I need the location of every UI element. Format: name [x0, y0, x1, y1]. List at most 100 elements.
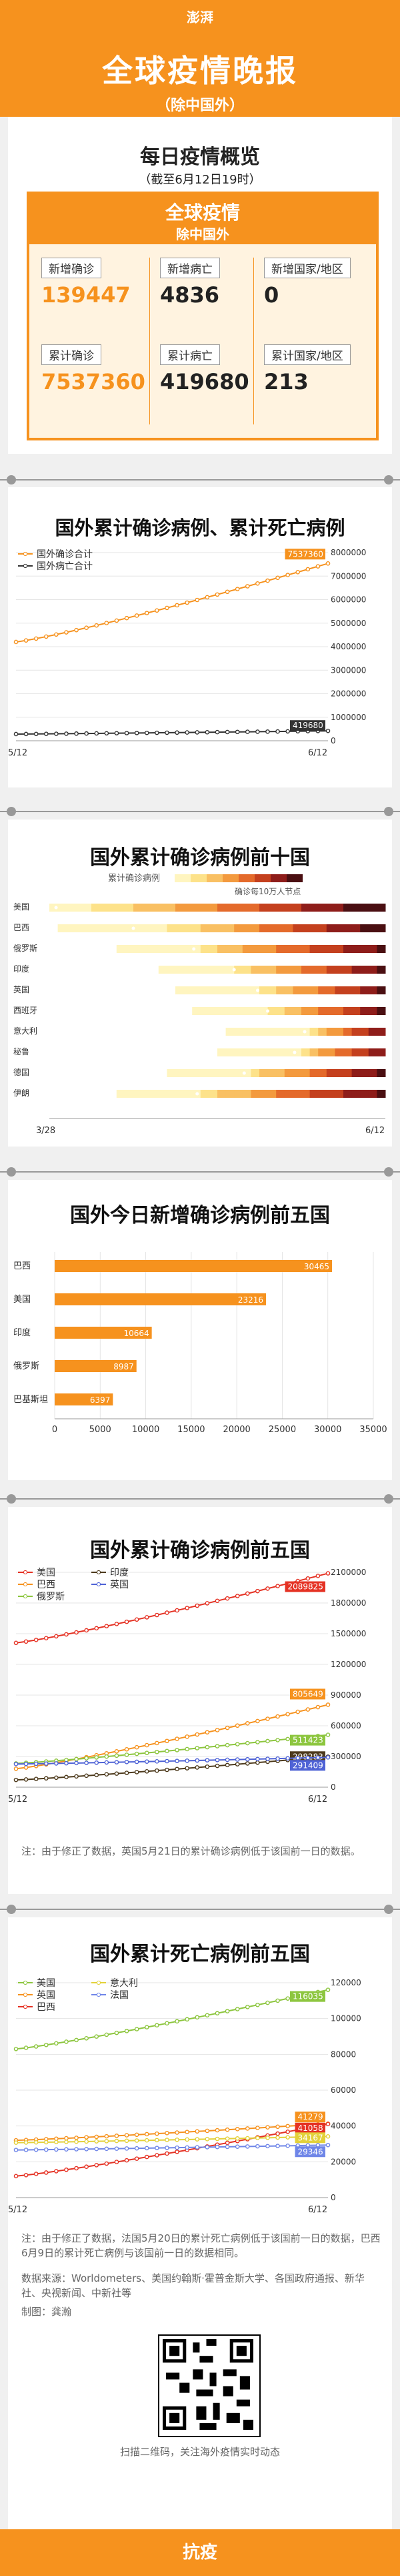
overview-asof: （截至6月12日19时） — [139, 173, 261, 187]
heat-cell — [267, 904, 277, 912]
data-point — [94, 623, 99, 628]
heat-cell — [360, 1048, 369, 1056]
legend-marker — [23, 1582, 28, 1587]
legend-marker — [23, 551, 28, 557]
data-point — [245, 1721, 250, 1726]
x-tick-label: 25000 — [269, 1425, 296, 1435]
category-label: 西班牙 — [13, 1006, 37, 1015]
heat-cell — [158, 1069, 167, 1077]
heat-cell — [158, 986, 167, 994]
heat-cell — [377, 1007, 386, 1015]
heat-cell — [351, 924, 361, 932]
author-note: 制图：龚瀚 — [21, 2306, 72, 2318]
heat-cell — [318, 945, 327, 953]
legend-label: 国外病亡合计 — [37, 561, 93, 572]
heat-cell — [125, 924, 134, 932]
qr-code[interactable] — [158, 2334, 261, 2437]
heat-cell — [183, 904, 193, 912]
data-point — [285, 1996, 290, 2001]
heat-cell — [141, 966, 151, 974]
value-label: 7537360 — [288, 549, 323, 559]
data-point — [74, 731, 79, 736]
heat-cell — [293, 1007, 302, 1015]
heat-cell — [200, 1069, 209, 1077]
heat-cell — [66, 986, 75, 994]
heat-cell — [158, 1048, 167, 1056]
divider-dot — [384, 1494, 393, 1504]
data-point — [275, 2124, 280, 2130]
data-point — [33, 731, 39, 737]
heat-cell — [133, 966, 143, 974]
data-point — [255, 1588, 260, 1594]
heat-cell — [167, 924, 176, 932]
data-point — [195, 2015, 200, 2020]
legend-title: 累计确诊病例 — [108, 874, 160, 884]
heat-cell — [343, 1069, 353, 1077]
data-point — [285, 2144, 290, 2148]
heat-cell — [301, 945, 311, 953]
heat-cell — [326, 1028, 335, 1036]
y-tick-label: 8000000 — [331, 548, 366, 557]
heat-cell — [351, 945, 361, 953]
legend-swatch — [239, 874, 255, 882]
data-point — [215, 1598, 220, 1604]
heat-cell — [377, 924, 386, 932]
value-label: 41279 — [298, 2112, 323, 2122]
heat-cell — [351, 904, 361, 912]
heat-cell — [158, 924, 167, 932]
heat-cell — [66, 1028, 75, 1036]
data-point — [114, 2160, 119, 2164]
data-point — [23, 1761, 29, 1766]
value-label-bg — [290, 1688, 325, 1700]
heat-cell — [225, 1028, 235, 1036]
legend-marker — [23, 563, 28, 569]
data-point — [13, 1777, 19, 1783]
heat-cell — [242, 1028, 251, 1036]
legend-swatch — [287, 874, 303, 882]
heat-cell — [83, 924, 92, 932]
stat-value: 4836 — [160, 282, 220, 308]
data-point — [144, 611, 149, 615]
data-point — [43, 2140, 49, 2145]
heat-cell — [343, 924, 353, 932]
data-point — [265, 2000, 270, 2005]
heat-cell — [368, 904, 377, 912]
heat-cell — [259, 1028, 269, 1036]
divider-dot — [7, 1167, 16, 1177]
data-point — [215, 592, 220, 597]
value-label: 805649 — [293, 1689, 323, 1698]
heat-cell — [377, 966, 386, 974]
y-tick-label: 60000 — [331, 2085, 356, 2095]
heat-cell — [116, 1069, 125, 1077]
x-tick-label: 6/12 — [308, 748, 327, 758]
heat-cell — [66, 924, 75, 932]
heat-cell — [368, 1048, 377, 1056]
heat-cell — [83, 1090, 92, 1098]
heat-cell — [225, 986, 235, 994]
heat-cell — [192, 986, 201, 994]
heat-cell — [284, 1090, 293, 1098]
data-point — [13, 639, 19, 645]
heat-cell — [74, 904, 83, 912]
heat-cell — [343, 986, 353, 994]
heat-cell — [183, 924, 193, 932]
data-point — [215, 2136, 220, 2142]
data-point — [265, 2144, 270, 2149]
data-point — [325, 561, 331, 566]
data-point — [275, 1714, 280, 1719]
heat-cell — [217, 1090, 227, 1098]
heat-cell — [217, 1007, 227, 1015]
data-point — [235, 2007, 240, 2011]
heat-cell — [377, 945, 386, 953]
heat-cell — [217, 1048, 227, 1056]
data-point — [285, 729, 290, 734]
brand-logo: 澎湃 — [187, 9, 213, 25]
today5-bar-chart: 0 5000 10000 15000 20000 25000 30000 35000 巴西 304… — [13, 1252, 387, 1435]
heat-cell — [116, 904, 125, 912]
data-point — [134, 2132, 139, 2138]
heat-cell — [242, 1048, 251, 1056]
stat-label: 新增病亡 — [160, 258, 220, 278]
data-point — [33, 2148, 39, 2152]
heat-cell — [99, 924, 109, 932]
heat-cell — [234, 1090, 243, 1098]
